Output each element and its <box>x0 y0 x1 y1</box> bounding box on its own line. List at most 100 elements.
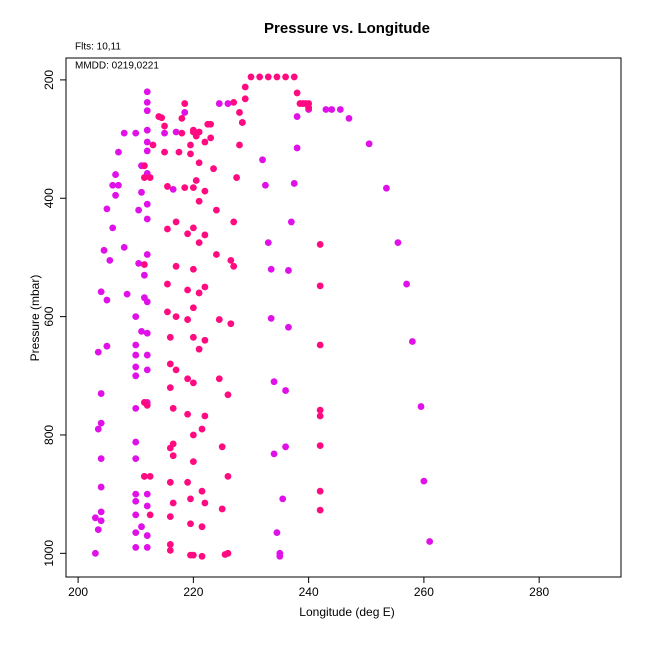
point <box>290 180 298 187</box>
point <box>100 246 108 254</box>
point <box>316 406 324 414</box>
point <box>279 495 287 503</box>
point <box>97 419 105 427</box>
point <box>132 404 140 412</box>
annotation: Flts: 10,11 <box>75 42 121 53</box>
point <box>143 215 151 223</box>
point <box>238 119 246 126</box>
point <box>169 440 177 448</box>
point <box>227 256 235 264</box>
point <box>161 122 168 130</box>
point <box>169 499 177 507</box>
point <box>94 425 102 433</box>
point <box>132 490 140 498</box>
point <box>224 391 232 399</box>
point <box>140 261 148 268</box>
point <box>316 487 324 495</box>
point <box>94 526 102 534</box>
point <box>184 410 192 418</box>
point <box>143 298 151 306</box>
point <box>282 387 289 394</box>
point <box>189 304 197 312</box>
point <box>143 532 151 539</box>
y-tick-label: 800 <box>42 425 56 445</box>
point <box>109 181 117 189</box>
point <box>132 497 140 505</box>
point <box>345 114 353 122</box>
point <box>184 230 192 238</box>
point <box>143 401 151 409</box>
point <box>166 333 174 341</box>
y-tick-label: 200 <box>42 70 56 90</box>
point <box>181 109 189 116</box>
point <box>143 98 151 106</box>
point <box>276 549 284 557</box>
point <box>267 314 275 322</box>
point <box>143 544 151 551</box>
y-tick-label: 400 <box>42 188 56 208</box>
point <box>383 184 390 192</box>
point <box>264 73 272 81</box>
point <box>195 239 203 247</box>
point <box>224 100 232 107</box>
point <box>138 328 145 335</box>
point <box>132 455 140 463</box>
point <box>166 513 174 521</box>
point <box>115 181 122 189</box>
point <box>316 282 324 290</box>
point <box>94 348 102 356</box>
point <box>224 549 232 557</box>
point <box>192 177 200 184</box>
point <box>143 502 151 510</box>
point <box>187 520 194 528</box>
point <box>143 329 151 337</box>
point <box>420 477 428 485</box>
point <box>172 262 180 270</box>
point <box>184 478 192 486</box>
point <box>146 511 154 519</box>
x-tick-label: 280 <box>529 585 549 599</box>
point <box>195 197 203 205</box>
point <box>140 271 148 279</box>
point <box>97 508 105 516</box>
point <box>143 126 151 134</box>
point <box>143 138 151 146</box>
point <box>273 529 281 537</box>
annotation: MMDD: 0219,0221 <box>75 61 159 72</box>
point <box>259 156 266 164</box>
point <box>97 517 105 525</box>
point <box>201 499 209 507</box>
point <box>290 73 298 81</box>
point <box>187 150 194 158</box>
plot-frame <box>65 57 622 578</box>
point <box>178 114 186 122</box>
point <box>322 106 330 113</box>
y-axis-label: Pressure (mbar) <box>28 275 42 362</box>
point <box>256 73 264 81</box>
point <box>189 126 197 134</box>
point <box>230 262 238 270</box>
point <box>230 218 238 226</box>
point <box>161 129 168 137</box>
point <box>198 487 206 495</box>
point <box>175 148 183 156</box>
point <box>262 181 269 189</box>
point <box>184 316 192 323</box>
point <box>161 148 168 156</box>
point <box>166 360 174 368</box>
point <box>143 88 151 96</box>
point <box>135 259 143 267</box>
point <box>316 241 324 248</box>
x-tick-label: 240 <box>299 585 319 599</box>
point <box>305 104 313 112</box>
point <box>97 455 105 463</box>
point <box>140 174 148 181</box>
point <box>201 283 209 291</box>
point <box>120 243 128 251</box>
point <box>198 552 206 560</box>
point <box>316 341 324 349</box>
point <box>273 73 281 81</box>
chart-title: Pressure vs. Longitude <box>264 20 430 37</box>
point <box>164 183 171 190</box>
point <box>143 490 151 498</box>
